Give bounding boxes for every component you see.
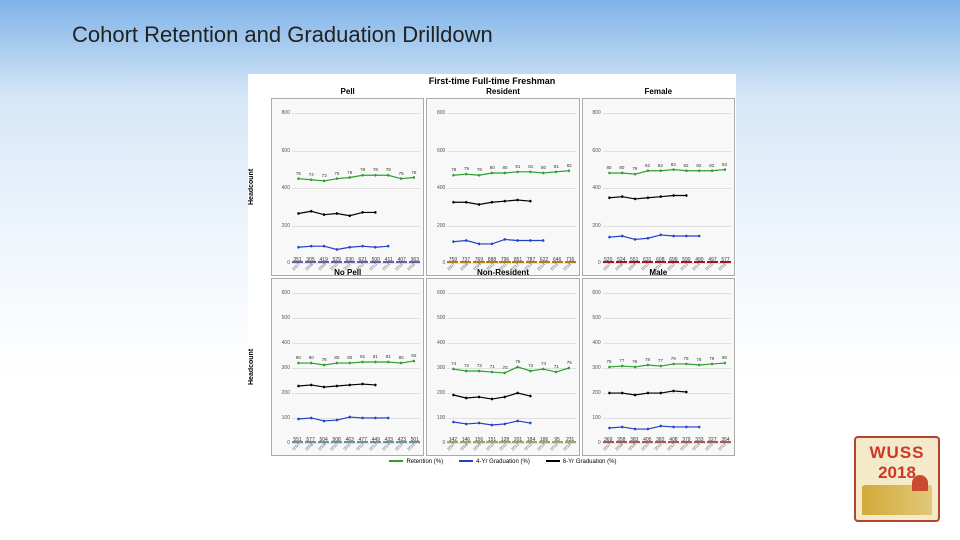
y-axis-label: Headcount <box>248 97 270 277</box>
chart-panel: No Pell010020030040050060055157750450846… <box>271 278 424 456</box>
wuss-logo: WUSS 2018 <box>854 436 940 522</box>
chart-panel: Non-Resident0100200300400500600142146156… <box>426 278 579 456</box>
chart-panel: Male010020030040050060036935838340538240… <box>582 278 735 456</box>
chart-panel: 0200400600800520524551631608699590490497… <box>582 98 735 276</box>
panel-title: Pell <box>270 87 425 97</box>
legend: Retention (%)4-Yr Graduation (%)6-Yr Gra… <box>270 457 736 471</box>
page-title: Cohort Retention and Graduation Drilldow… <box>72 22 493 48</box>
panel-title: Resident <box>425 87 580 97</box>
panel-title: Female <box>581 87 736 97</box>
chart-panel: 0200400600800759737769888796851787622646… <box>426 98 579 276</box>
y-axis-label: Headcount <box>248 277 270 457</box>
chart-container: First-time Full-time Freshman PellReside… <box>248 74 736 484</box>
chart-panel: 0200400600800351305419529630621500411407… <box>271 98 424 276</box>
chart-supertitle: First-time Full-time Freshman <box>248 74 736 87</box>
